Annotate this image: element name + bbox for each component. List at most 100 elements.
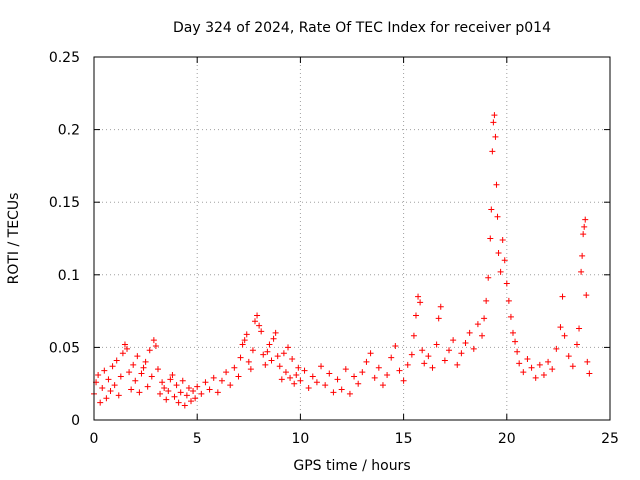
y-tick-label: 0.25: [49, 50, 80, 66]
y-tick-label: 0.2: [58, 123, 80, 139]
grid-lines: [94, 57, 610, 420]
x-tick-label: 10: [291, 431, 309, 447]
data-point: [545, 358, 552, 365]
data-point: [169, 371, 176, 378]
data-point: [128, 386, 135, 393]
data-point: [470, 345, 477, 352]
data-point: [576, 325, 583, 332]
data-point: [249, 347, 256, 354]
data-point: [446, 347, 453, 354]
data-point: [278, 376, 285, 383]
data-point: [109, 363, 116, 370]
data-point: [117, 373, 124, 380]
data-point: [103, 395, 110, 402]
data-point: [256, 322, 263, 329]
data-point: [185, 385, 192, 392]
data-point: [326, 370, 333, 377]
data-point: [363, 358, 370, 365]
data-point: [490, 119, 497, 126]
data-point: [359, 369, 366, 376]
data-point: [421, 360, 428, 367]
data-point: [231, 364, 238, 371]
data-point: [223, 369, 230, 376]
data-point: [536, 361, 543, 368]
data-point: [479, 332, 486, 339]
data-point: [270, 335, 277, 342]
data-point: [485, 274, 492, 281]
x-tick-label: 20: [498, 431, 516, 447]
data-point: [121, 341, 128, 348]
data-point: [282, 369, 289, 376]
data-point: [437, 303, 444, 310]
data-point: [285, 344, 292, 351]
data-point: [474, 321, 481, 328]
data-point: [410, 332, 417, 339]
data-point: [136, 389, 143, 396]
data-point: [210, 374, 217, 381]
data-point: [101, 367, 108, 374]
data-point: [295, 364, 302, 371]
data-point: [388, 354, 395, 361]
data-point: [499, 236, 506, 243]
data-point: [559, 293, 566, 300]
data-point: [346, 390, 353, 397]
data-point: [148, 373, 155, 380]
x-tick-label: 5: [193, 431, 202, 447]
data-point: [243, 331, 250, 338]
data-point: [163, 396, 170, 403]
data-point: [258, 328, 265, 335]
data-point: [371, 374, 378, 381]
data-point: [173, 382, 180, 389]
data-point: [287, 374, 294, 381]
data-point: [338, 386, 345, 393]
data-point: [565, 353, 572, 360]
data-point: [254, 312, 261, 319]
data-point: [150, 337, 157, 344]
data-point: [557, 324, 564, 331]
data-point: [489, 148, 496, 155]
data-point: [454, 361, 461, 368]
data-point: [330, 389, 337, 396]
data-point: [266, 341, 273, 348]
data-point: [105, 376, 112, 383]
data-point: [553, 345, 560, 352]
data-point: [417, 299, 424, 306]
data-point: [318, 363, 325, 370]
x-tick-label: 15: [395, 431, 413, 447]
data-point: [297, 377, 304, 384]
data-point: [126, 369, 133, 376]
data-point: [355, 380, 362, 387]
data-point: [342, 366, 349, 373]
data-point: [159, 379, 166, 386]
data-point: [494, 213, 501, 220]
data-point: [404, 361, 411, 368]
data-point: [351, 373, 358, 380]
data-point: [235, 373, 242, 380]
data-point: [140, 364, 147, 371]
data-point: [488, 206, 495, 213]
data-point: [334, 376, 341, 383]
plot-frame: [93, 56, 611, 421]
data-point: [503, 280, 510, 287]
data-point: [291, 380, 298, 387]
data-point: [561, 332, 568, 339]
data-point: [392, 342, 399, 349]
data-point: [167, 376, 174, 383]
data-point: [505, 297, 512, 304]
data-point: [367, 350, 374, 357]
data-point: [198, 390, 205, 397]
data-point: [97, 399, 104, 406]
data-point: [268, 357, 275, 364]
data-point: [124, 345, 131, 352]
data-point: [462, 340, 469, 347]
y-axis-label: ROTI / TECUs: [6, 193, 22, 285]
data-point: [177, 389, 184, 396]
data-point: [573, 341, 580, 348]
data-point: [130, 361, 137, 368]
data-point: [481, 315, 488, 322]
data-point: [400, 377, 407, 384]
data-point: [569, 363, 576, 370]
data-point: [313, 379, 320, 386]
data-point: [206, 386, 213, 393]
data-point: [95, 371, 102, 378]
